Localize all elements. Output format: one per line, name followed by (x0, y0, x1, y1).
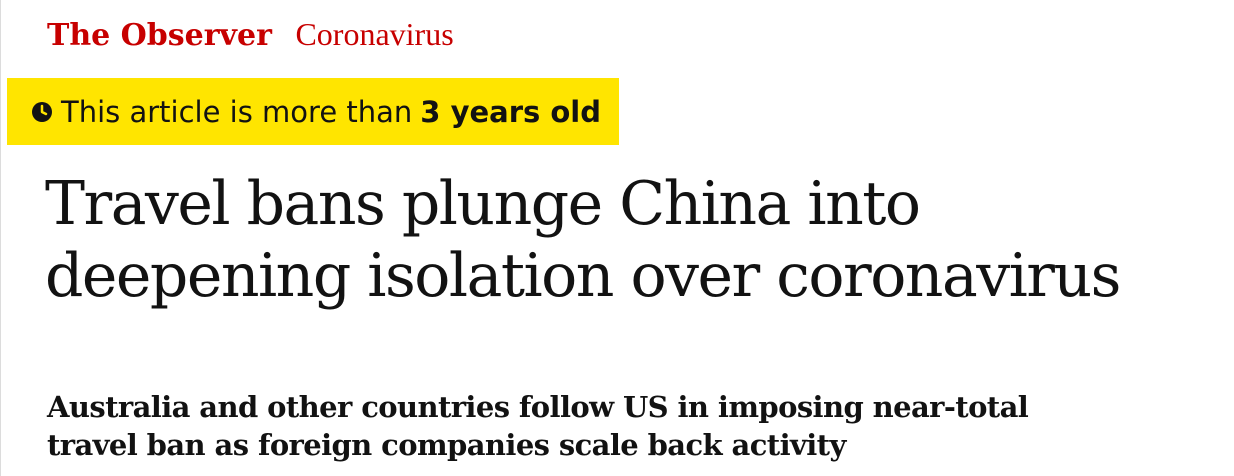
age-warning-text: This article is more than (61, 94, 413, 129)
clock-icon (32, 101, 52, 122)
age-warning-age: 3 years old (420, 94, 601, 129)
article-age-warning: This article is more than 3 years old (7, 78, 619, 145)
article-headline: Travel bans plunge China into deepening … (45, 169, 1121, 311)
section-link[interactable]: Coronavirus (295, 16, 454, 52)
series-link[interactable]: The Observer (47, 18, 272, 53)
article-standfirst: Australia and other countries follow US … (47, 390, 1029, 462)
article-kicker: The Observer Coronavirus (47, 14, 454, 56)
